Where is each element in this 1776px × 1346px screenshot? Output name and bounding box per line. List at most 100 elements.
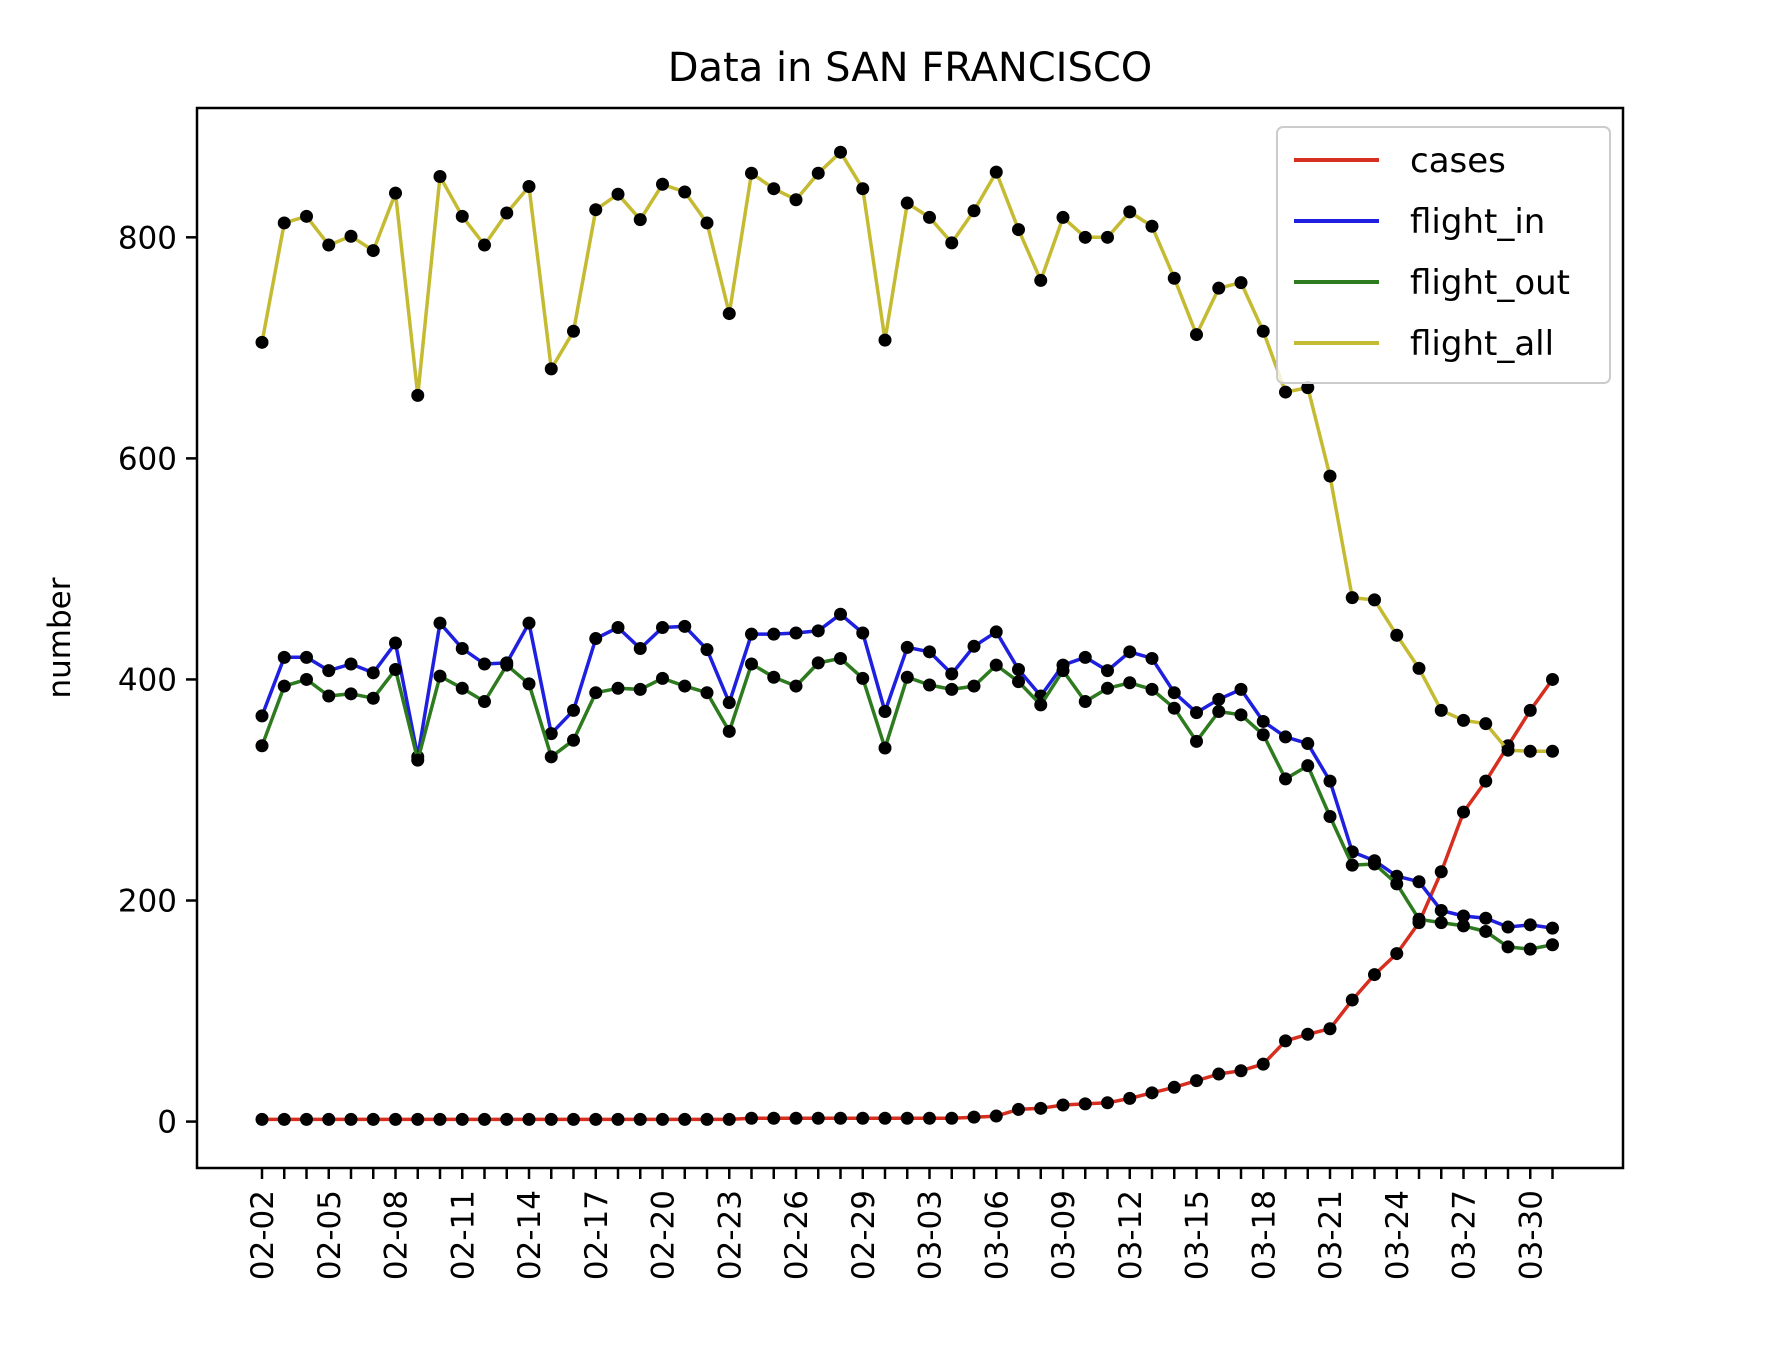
data-point-flight_all [366,244,380,258]
data-point-cases [478,1112,491,1126]
data-point-flight_out [500,658,514,672]
data-point-cases [1279,1034,1292,1048]
data-point-flight_in [989,625,1003,639]
data-point-flight_in [678,619,692,633]
x-tick-label: 02-14 [512,1190,548,1280]
data-point-flight_in [478,657,491,671]
data-point-flight_out [1390,877,1404,891]
data-point-cases [567,1112,580,1126]
data-point-flight_in [1479,911,1493,925]
data-point-flight_in [900,640,914,654]
data-point-flight_in [745,627,758,641]
data-point-flight_all [1012,223,1025,237]
data-point-flight_all [255,335,269,349]
data-point-flight_in [389,636,402,650]
data-point-flight_out [433,669,447,683]
data-point-flight_out [834,651,847,665]
x-tick-label: 02-29 [846,1190,882,1280]
data-point-flight_out [1523,942,1537,956]
data-point-flight_out [611,681,625,695]
data-point-cases [1034,1101,1048,1115]
x-tick-label: 02-08 [379,1190,415,1280]
data-point-flight_all [1034,273,1048,287]
data-point-cases [1368,968,1381,982]
data-point-flight_all [1234,276,1248,290]
series-flight_all [255,145,1559,758]
data-point-cases [433,1112,447,1126]
data-point-flight_all [478,238,491,252]
data-point-flight_out [767,670,781,684]
data-point-flight_out [1368,857,1381,871]
data-point-flight_out [1012,675,1025,689]
series-line-cases [262,678,1554,1122]
data-point-cases [1078,1097,1092,1111]
data-point-flight_in [1434,903,1448,917]
data-point-flight_all [411,388,425,402]
data-point-flight_out [1345,858,1359,872]
data-point-flight_out [322,689,336,703]
data-point-cases [811,1111,825,1125]
data-point-flight_in [322,664,336,678]
data-point-flight_out [1145,682,1159,696]
data-point-flight_out [455,681,469,695]
data-point-flight_out [789,679,803,693]
data-point-cases [1434,865,1448,879]
legend-label-flight_in: flight_in [1410,202,1545,242]
data-point-flight_all [455,209,469,223]
data-point-cases [611,1112,625,1126]
data-point-cases [789,1111,803,1125]
x-tick-label: 02-17 [579,1190,615,1280]
data-point-flight_all [567,324,580,338]
data-point-flight_all [500,206,514,220]
data-point-flight_all [811,166,825,180]
x-tick-label: 02-23 [712,1190,748,1280]
data-point-flight_in [567,703,580,717]
data-point-flight_out [300,672,313,686]
legend: cases flight_in flight_out flight_all [1276,126,1611,384]
data-point-cases [678,1112,692,1126]
data-point-cases [967,1110,981,1124]
data-point-flight_in [344,657,358,671]
data-point-flight_out [277,679,291,693]
data-point-flight_all [989,165,1003,179]
data-point-flight_all [1301,381,1315,395]
data-point-cases [255,1112,269,1126]
data-point-flight_all [878,333,892,347]
data-point-flight_out [366,691,380,705]
data-point-flight_all [722,307,736,321]
data-point-flight_out [656,671,669,685]
data-point-flight_in [300,650,313,664]
data-point-cases [1345,993,1359,1007]
plot-frame [195,106,1625,1170]
data-point-flight_all [300,209,313,223]
data-point-flight_out [1101,681,1114,695]
data-point-flight_in [834,607,847,621]
data-point-flight_in [945,667,959,681]
data-point-flight_all [1479,717,1493,731]
data-point-flight_in [433,616,447,630]
data-point-flight_in [1145,651,1159,665]
data-point-flight_all [522,179,536,193]
data-point-cases [1323,1022,1337,1036]
data-point-cases [878,1111,892,1125]
data-point-flight_in [1412,875,1426,889]
data-point-flight_out [989,658,1003,672]
data-point-flight_all [856,182,870,196]
data-point-flight_in [366,666,380,680]
data-point-flight_all [389,186,402,200]
data-point-flight_out [1256,728,1270,742]
x-tick-label: 03-27 [1447,1190,1483,1280]
data-point-flight_out [1479,924,1493,938]
data-point-cases [1523,703,1537,717]
data-point-flight_out [389,663,402,677]
data-point-flight_out [1546,938,1559,952]
data-point-cases [1546,672,1559,686]
data-point-flight_all [1390,628,1404,642]
data-point-cases [1256,1057,1270,1071]
data-point-flight_all [745,166,758,180]
data-point-flight_out [1123,676,1137,690]
data-point-cases [1479,774,1493,788]
data-point-cases [1123,1091,1137,1105]
data-point-flight_all [1190,328,1203,342]
data-point-flight_in [589,632,603,646]
